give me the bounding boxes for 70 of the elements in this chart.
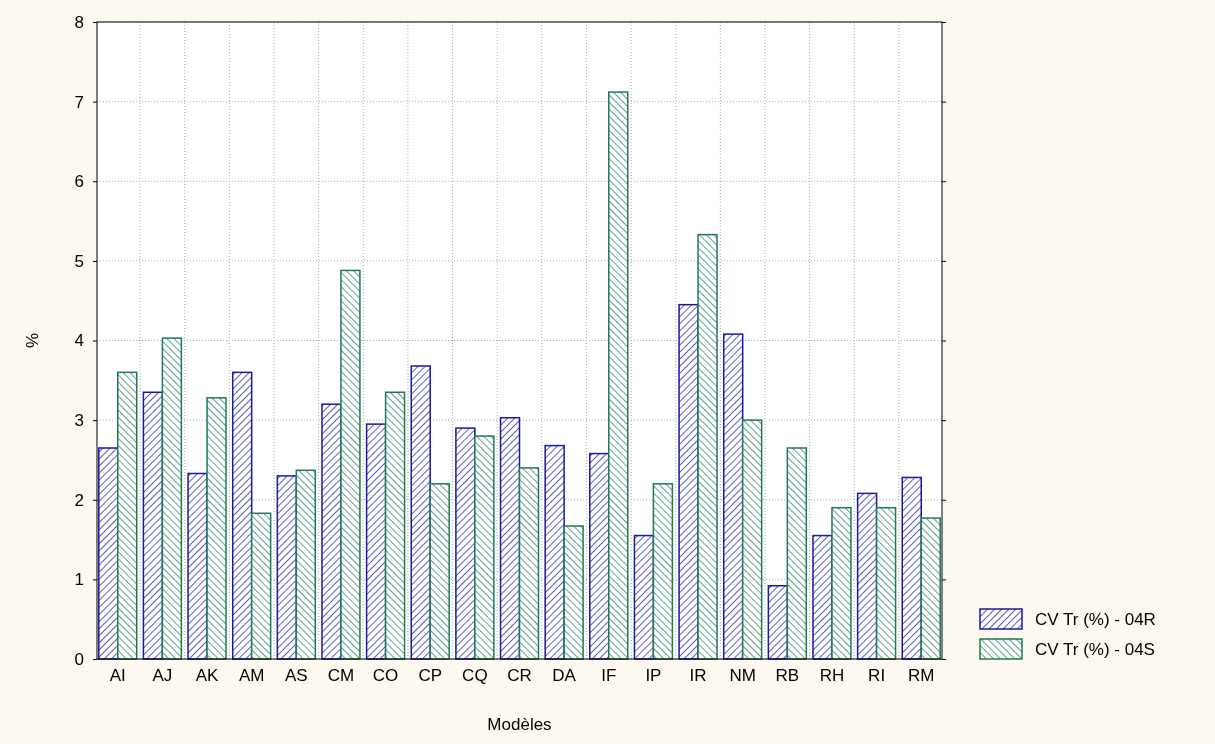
bar [455,427,476,660]
bar [563,525,584,660]
bar [231,371,253,660]
bar [722,333,744,660]
bar [499,416,521,660]
y-tick-label: 1 [74,570,84,590]
y-tick-label: 7 [74,92,84,112]
y-axis-title: % [23,332,42,349]
x-tick-label: AK [195,665,220,685]
y-tick-label: 4 [74,331,84,351]
x-tick-label: IP [645,665,662,685]
bar [206,397,227,660]
x-tick-label: CM [327,665,355,685]
bar [142,391,164,660]
y-tick-label: 3 [74,411,84,431]
bar [410,365,431,660]
x-tick-label: CP [418,665,443,685]
bar [384,391,406,660]
x-tick-label: RH [819,665,845,685]
bar [340,269,361,660]
legend-label: CV Tr (%) - 04R [1035,610,1156,629]
bar [117,371,138,660]
bar [295,469,317,660]
x-tick-label: IR [689,665,707,685]
bar [901,476,922,660]
bar [697,233,718,660]
bar [161,337,183,660]
bar [250,512,272,660]
x-tick-label: AS [284,665,308,685]
bar [812,534,833,660]
bar [741,419,763,660]
bar [321,403,342,660]
x-tick-label: CO [372,665,399,685]
bar [429,483,450,660]
y-tick-label: 5 [74,251,84,271]
bar [786,447,808,660]
x-tick-label: RM [908,665,935,685]
bar [365,423,387,660]
bar [633,534,655,660]
x-tick-label: NM [729,665,756,685]
x-tick-label: CR [507,665,532,685]
bar [920,517,941,660]
bar [589,452,610,660]
bar [544,444,565,660]
x-tick-label: AI [109,665,126,685]
x-tick-label: AJ [152,665,173,685]
x-axis-title: Modèles [487,715,552,734]
y-tick-label: 0 [74,649,84,669]
bar [187,472,208,660]
bar [767,585,789,660]
bar [875,506,897,660]
x-tick-label: CQ [462,665,488,685]
x-tick-label: IF [601,665,617,685]
bar [474,435,495,660]
legend-label: CV Tr (%) - 04S [1035,640,1155,659]
x-tick-label: DA [552,665,577,685]
x-tick-label: RB [775,665,800,685]
y-tick-label: 6 [74,172,84,192]
x-tick-label: RI [868,665,886,685]
bar [98,447,119,660]
y-tick-label: 8 [74,12,84,32]
bar [518,467,540,660]
bar [652,483,674,660]
bar [608,91,629,660]
bar [831,506,852,660]
x-tick-label: AM [238,665,265,685]
bar [678,303,699,660]
y-tick-label: 2 [74,490,84,510]
bar [276,475,298,660]
bar [856,492,878,660]
